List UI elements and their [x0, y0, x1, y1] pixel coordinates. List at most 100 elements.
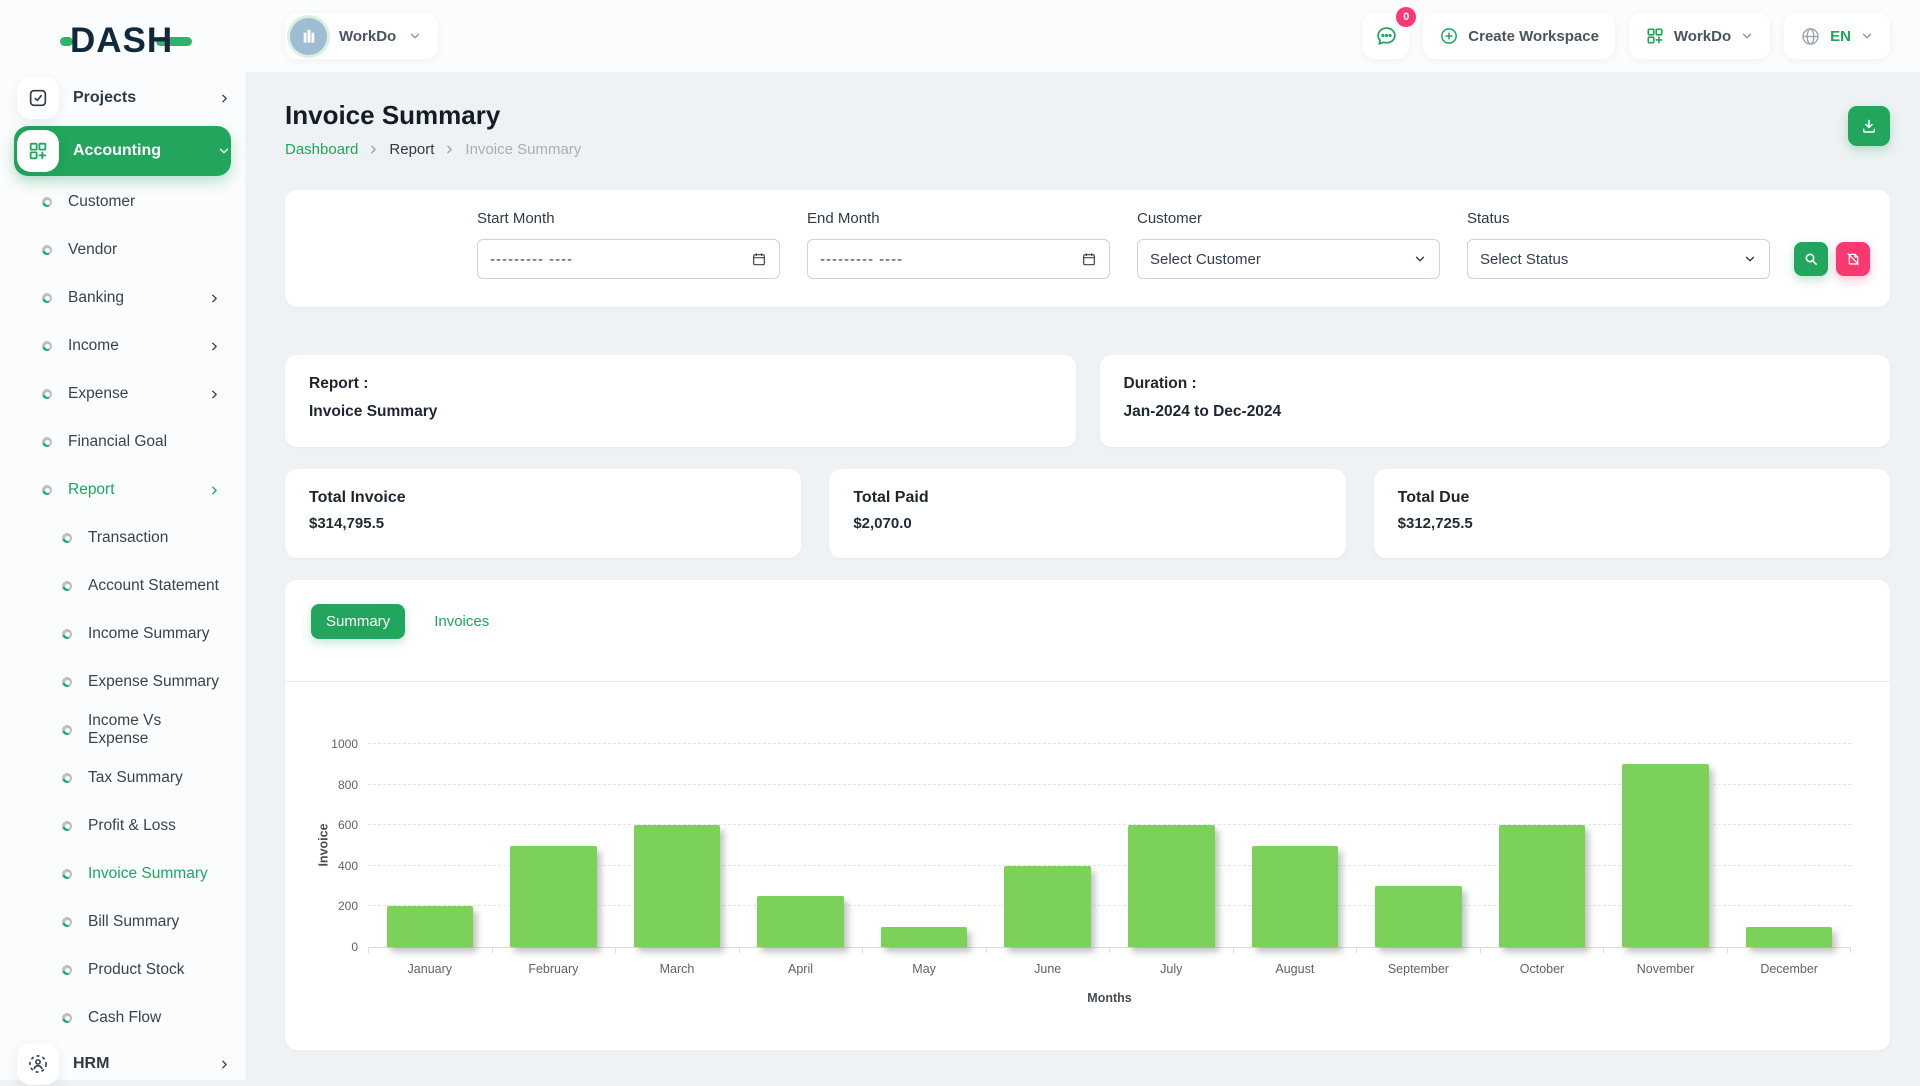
- sidebar-item-label: Expense: [68, 385, 129, 402]
- customer-selected-value: Select Customer: [1150, 250, 1261, 268]
- stat-card-total-invoice: Total Invoice $314,795.5: [285, 469, 802, 558]
- sidebar-item-cash-flow[interactable]: Cash Flow: [14, 994, 231, 1042]
- stat-label: Total Invoice: [309, 489, 406, 506]
- sidebar-item-label: Customer: [68, 193, 136, 210]
- stat-value: $312,725.5: [1397, 515, 1473, 532]
- workdo-menu-button[interactable]: WorkDo: [1628, 13, 1771, 59]
- x-tick-label: March: [659, 962, 695, 976]
- bar-october: [1498, 825, 1586, 947]
- x-axis-title: Months: [1087, 991, 1132, 1005]
- create-workspace-label: Create Workspace: [1468, 27, 1599, 45]
- sidebar-item-bill-summary[interactable]: Bill Summary: [14, 898, 231, 946]
- search-button[interactable]: [1794, 242, 1828, 276]
- sidebar-item-label: Profit & Loss: [88, 817, 176, 834]
- y-tick-label: 800: [337, 777, 358, 792]
- y-axis-title: Invoice: [316, 823, 331, 867]
- workspace-switcher[interactable]: WorkDo: [285, 13, 439, 59]
- language-selector[interactable]: EN: [1784, 13, 1890, 59]
- customer-field: Customer Select Customer: [1137, 210, 1440, 279]
- sidebar-item-expense-summary[interactable]: Expense Summary: [14, 658, 231, 706]
- bar-june: [1004, 865, 1091, 947]
- main-column: WorkDo 0 Create Workspace WorkDo: [245, 0, 1920, 1080]
- sidebar-item-expense[interactable]: Expense: [14, 370, 231, 418]
- customer-select[interactable]: Select Customer: [1137, 239, 1440, 279]
- breadcrumb-report[interactable]: Report: [389, 141, 435, 158]
- sidebar-item-transaction[interactable]: Transaction: [14, 514, 231, 562]
- bar-july: [1128, 825, 1215, 947]
- header-actions: 0 Create Workspace WorkDo EN: [1363, 7, 1890, 59]
- sidebar-item-invoice-summary[interactable]: Invoice Summary: [14, 850, 231, 898]
- chevron-right-icon: [218, 92, 231, 105]
- sidebar-item-label: Account Statement: [88, 577, 219, 594]
- language-label: EN: [1830, 27, 1851, 45]
- stat-value: $314,795.5: [309, 515, 385, 532]
- y-tick-label: 400: [337, 858, 358, 873]
- status-selected-value: Select Status: [1480, 250, 1569, 268]
- x-tick-label: February: [528, 962, 579, 976]
- logo-dash-left: [60, 36, 73, 46]
- end-month-input[interactable]: --------- ----: [807, 239, 1110, 279]
- chevron-right-icon: [367, 143, 380, 156]
- sidebar-item-tax-summary[interactable]: Tax Summary: [14, 754, 231, 802]
- bar-november: [1622, 764, 1709, 947]
- sidebar-item-label: Bill Summary: [88, 913, 180, 930]
- sidebar-item-label: Banking: [68, 289, 125, 306]
- chevron-right-icon: [208, 484, 221, 497]
- tab-invoices[interactable]: Invoices: [419, 604, 504, 639]
- x-tick-label: September: [1387, 962, 1449, 976]
- sidebar-item-account-statement[interactable]: Account Statement: [14, 562, 231, 610]
- sidebar-item-product-stock[interactable]: Product Stock: [14, 946, 231, 994]
- sidebar-item-report[interactable]: Report: [14, 466, 231, 514]
- sidebar-item-banking[interactable]: Banking: [14, 274, 231, 322]
- x-tick-label: July: [1160, 962, 1183, 976]
- create-workspace-button[interactable]: Create Workspace: [1423, 13, 1615, 59]
- stat-label: Total Paid: [853, 489, 929, 506]
- grid-plus-icon: [17, 130, 59, 172]
- y-tick-label: 1000: [331, 737, 358, 751]
- main-content: Invoice Summary Dashboard Report Invoice S…: [245, 72, 1920, 1080]
- sidebar-item-accounting[interactable]: Accounting: [14, 126, 231, 176]
- sidebar-item-customer[interactable]: Customer: [14, 178, 231, 226]
- sidebar-item-label: Product Stock: [88, 961, 185, 978]
- bullet-icon: [42, 485, 52, 495]
- search-icon: [1805, 253, 1817, 265]
- start-month-field: Start Month --------- ----: [477, 210, 780, 279]
- start-month-input[interactable]: --------- ----: [477, 239, 780, 279]
- chart-card: Summary Invoices Invoice 0 200 400 600 800 100…: [285, 580, 1890, 1050]
- sidebar-item-profit-loss[interactable]: Profit & Loss: [14, 802, 231, 850]
- sidebar-item-label: Transaction: [88, 529, 169, 546]
- download-button[interactable]: [1848, 106, 1890, 146]
- breadcrumb-dashboard[interactable]: Dashboard: [285, 141, 359, 158]
- sidebar-item-income-vs-expense[interactable]: Income Vs Expense: [14, 706, 231, 754]
- chevron-down-icon: [1415, 256, 1425, 262]
- sidebar-item-income-summary[interactable]: Income Summary: [14, 610, 231, 658]
- sidebar-item-label: Projects: [73, 89, 137, 106]
- messages-button[interactable]: 0: [1363, 7, 1417, 59]
- x-tick-label: May: [912, 962, 936, 976]
- clear-filter-icon: [1847, 253, 1859, 265]
- end-month-value: --------- ----: [820, 250, 904, 268]
- brand-logo[interactable]: DASH: [60, 20, 231, 62]
- sidebar-item-income[interactable]: Income: [14, 322, 231, 370]
- chevron-right-icon: [208, 292, 221, 305]
- bar-september: [1375, 886, 1462, 947]
- end-month-field: End Month --------- ----: [807, 210, 1110, 279]
- stat-card-total-due: Total Due $312,725.5: [1373, 469, 1890, 558]
- tab-summary[interactable]: Summary: [311, 604, 406, 639]
- sidebar-item-hrm[interactable]: HRM: [14, 1042, 231, 1086]
- chevron-down-icon: [408, 29, 422, 43]
- status-select[interactable]: Select Status: [1467, 239, 1770, 279]
- summary-card-duration: Duration : Jan-2024 to Dec-2024: [1099, 355, 1890, 447]
- reset-filter-button[interactable]: [1836, 242, 1870, 276]
- chart-plot-area: 0 200 400 600 800 1000: [331, 737, 1851, 954]
- logo-text: DASH: [70, 21, 174, 60]
- sidebar-item-financial-goal[interactable]: Financial Goal: [14, 418, 231, 466]
- sidebar-nav: Projects Accounting Customer Vendor Banking I…: [14, 76, 231, 1086]
- summary-card-title: Duration :: [1123, 375, 1197, 392]
- bullet-icon: [62, 725, 72, 735]
- bullet-icon: [42, 389, 52, 399]
- sidebar-item-projects[interactable]: Projects: [14, 76, 231, 120]
- bullet-icon: [62, 869, 72, 879]
- plus-circle-icon: [1441, 28, 1458, 44]
- sidebar-item-vendor[interactable]: Vendor: [14, 226, 231, 274]
